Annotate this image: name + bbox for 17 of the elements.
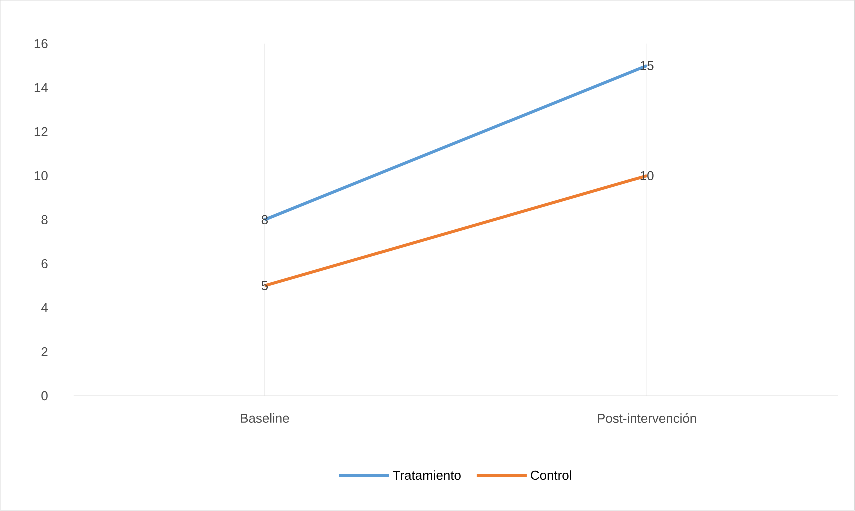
y-tick-label: 4 <box>41 304 48 312</box>
y-tick-label: 10 <box>34 171 48 181</box>
y-tick-label: 2 <box>42 347 48 357</box>
y-tick-label: 12 <box>34 127 48 136</box>
y-tick-label: 14 <box>34 83 48 92</box>
y-tick-label: 6 <box>42 259 48 269</box>
x-tick-label: Post-intervención <box>598 414 696 424</box>
data-label: 8 <box>262 215 268 225</box>
y-tick-label: 8 <box>42 215 48 225</box>
y-tick-label: 0 <box>42 391 48 401</box>
legend-label: Tratamiento <box>393 470 461 480</box>
data-label: 5 <box>262 281 268 291</box>
x-tick-label: Baseline <box>241 414 290 424</box>
data-label: 10 <box>640 171 654 181</box>
data-label: 15 <box>640 61 654 70</box>
y-tick-label: 16 <box>34 39 48 49</box>
legend-label: Control <box>531 470 572 480</box>
